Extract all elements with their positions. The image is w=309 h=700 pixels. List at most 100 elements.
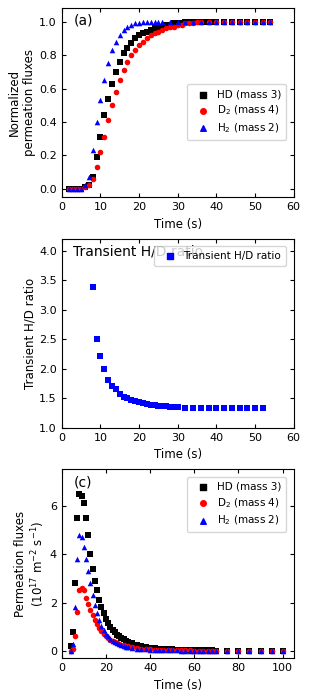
Point — [196, 645, 201, 656]
Point — [140, 398, 145, 409]
Point — [191, 16, 196, 27]
Point — [117, 631, 122, 642]
Point — [143, 643, 148, 655]
Point — [156, 644, 161, 655]
Point — [191, 402, 196, 413]
Point — [179, 18, 184, 29]
Point — [187, 16, 192, 27]
Point — [97, 615, 102, 626]
X-axis label: Time (s): Time (s) — [154, 448, 202, 461]
Point — [81, 541, 86, 552]
Point — [83, 512, 88, 524]
Point — [77, 529, 82, 540]
Point — [260, 16, 265, 27]
Point — [148, 29, 153, 41]
Point — [90, 172, 95, 183]
Point — [192, 645, 197, 657]
Point — [86, 180, 91, 191]
Point — [68, 645, 73, 657]
Point — [167, 21, 172, 32]
Point — [260, 16, 265, 27]
Point — [106, 115, 111, 126]
Point — [106, 632, 111, 643]
Point — [78, 183, 83, 195]
Point — [99, 602, 104, 613]
Point — [206, 16, 211, 27]
Point — [75, 607, 80, 618]
Point — [258, 645, 263, 657]
Point — [106, 631, 111, 642]
Point — [164, 401, 169, 412]
Point — [121, 391, 126, 402]
Point — [133, 33, 138, 44]
Point — [104, 631, 108, 642]
Point — [86, 598, 91, 610]
Point — [214, 645, 219, 657]
Point — [121, 634, 126, 645]
Point — [268, 16, 273, 27]
Point — [167, 401, 172, 412]
Point — [201, 645, 205, 656]
Point — [160, 25, 165, 36]
Point — [196, 645, 201, 657]
Point — [170, 644, 175, 655]
Point — [140, 36, 145, 48]
Point — [108, 621, 113, 632]
Point — [106, 58, 111, 69]
Point — [164, 20, 169, 31]
Point — [140, 28, 145, 39]
Point — [133, 45, 138, 56]
Point — [102, 132, 107, 143]
Point — [95, 585, 99, 596]
Point — [129, 38, 134, 49]
Point — [229, 16, 234, 27]
Point — [88, 549, 93, 560]
Point — [198, 16, 203, 27]
Point — [252, 402, 257, 414]
Point — [252, 16, 257, 27]
Point — [109, 45, 114, 56]
Point — [179, 645, 184, 656]
Point — [139, 640, 144, 652]
Point — [83, 181, 87, 193]
Legend: Transient H/D ratio: Transient H/D ratio — [154, 246, 286, 267]
Point — [214, 16, 219, 27]
Point — [222, 402, 226, 414]
Point — [164, 23, 169, 34]
Point — [137, 18, 142, 29]
Point — [171, 21, 176, 32]
Point — [201, 645, 205, 657]
Point — [161, 645, 166, 656]
Point — [225, 645, 230, 656]
Point — [121, 25, 126, 36]
Point — [70, 638, 75, 650]
Point — [175, 16, 180, 27]
Point — [237, 402, 242, 414]
Point — [98, 132, 103, 143]
Point — [236, 645, 241, 657]
Point — [205, 645, 210, 657]
Point — [187, 645, 192, 656]
Point — [67, 183, 72, 195]
Point — [123, 641, 128, 652]
Point — [206, 402, 211, 414]
Point — [179, 644, 184, 655]
Point — [71, 183, 76, 195]
Point — [125, 393, 130, 404]
Point — [139, 643, 144, 655]
Point — [83, 181, 87, 193]
Point — [129, 20, 134, 31]
Point — [210, 645, 214, 657]
Point — [260, 402, 265, 414]
Point — [110, 624, 115, 636]
Point — [112, 637, 117, 648]
Point — [237, 16, 242, 27]
Point — [280, 645, 285, 657]
Point — [88, 604, 93, 615]
Point — [75, 512, 80, 524]
Point — [95, 619, 99, 630]
Point — [75, 183, 80, 195]
Point — [119, 640, 124, 651]
Point — [165, 645, 170, 656]
Point — [192, 645, 197, 656]
